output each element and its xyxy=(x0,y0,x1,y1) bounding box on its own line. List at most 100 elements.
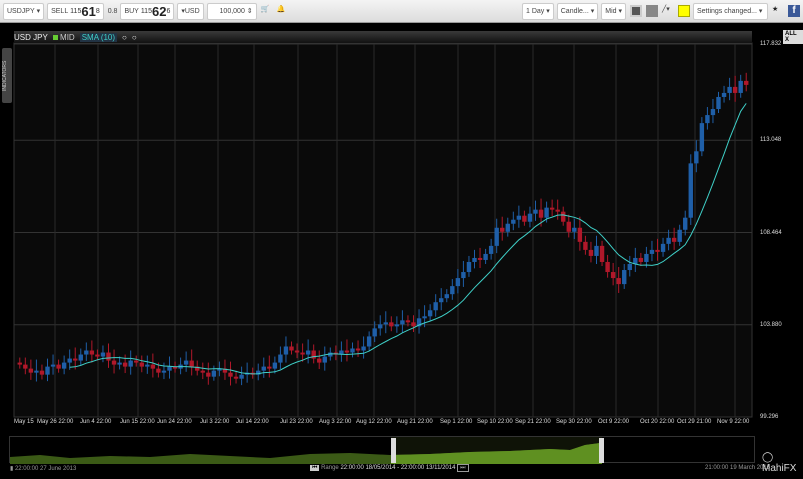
currency-select[interactable]: ▾ USD xyxy=(177,2,204,20)
sell-label: SELL xyxy=(51,7,69,15)
candle xyxy=(572,227,577,232)
facebook-icon[interactable]: f xyxy=(788,5,800,17)
candle xyxy=(350,348,355,353)
x-tick-label: Oct 29 21:00 xyxy=(677,419,712,425)
candle xyxy=(705,115,710,124)
amount-input[interactable]: 100,000 ⇕ xyxy=(206,2,257,20)
candle xyxy=(45,366,50,375)
candle xyxy=(344,350,350,353)
cart-icon[interactable]: 🛒 xyxy=(260,6,270,13)
layout-icon[interactable] xyxy=(630,5,642,17)
candle xyxy=(89,350,95,355)
candle xyxy=(117,362,122,365)
spread: 0.8 xyxy=(107,7,118,15)
candle xyxy=(378,324,383,329)
candle xyxy=(289,346,294,351)
x-tick-label: Jul 23 22:00 xyxy=(280,419,313,425)
all-close-button[interactable]: ALL X xyxy=(783,30,803,44)
x-tick-label: Jun 24 22:00 xyxy=(157,419,192,425)
y-tick-label: 108.464 xyxy=(760,229,782,236)
x-tick-label: Oct 9 22:00 xyxy=(598,419,630,425)
navigator-area xyxy=(10,437,604,464)
candle xyxy=(444,294,449,299)
candle xyxy=(172,366,178,369)
range-start-button[interactable]: ⏮ xyxy=(310,465,320,471)
range-handle-left[interactable] xyxy=(391,438,396,463)
range-label: Range xyxy=(321,465,339,471)
draw-line-icon[interactable]: ╱▾ xyxy=(662,6,670,13)
candle xyxy=(616,278,621,285)
candle xyxy=(599,245,605,262)
candle xyxy=(422,316,427,319)
symbol-select[interactable]: USDJPY ▾ xyxy=(3,2,45,20)
candle xyxy=(217,368,222,371)
sell-button[interactable]: SELL 115 61 8 xyxy=(47,2,104,20)
candle xyxy=(533,209,538,214)
candle xyxy=(61,362,67,369)
candle xyxy=(322,356,327,363)
amount-value: 100,000 xyxy=(219,7,245,15)
buy-button[interactable]: BUY 115 62 6 xyxy=(120,2,175,20)
sell-pip: 8 xyxy=(95,7,100,15)
buy-label: BUY xyxy=(124,7,139,15)
alert-bell-icon[interactable]: 🔔 xyxy=(276,6,286,13)
candle xyxy=(655,249,660,252)
candle xyxy=(583,241,588,250)
mahifx-logo: ◯ MahiFX xyxy=(762,452,797,474)
candle xyxy=(472,257,477,262)
candle xyxy=(50,364,56,367)
range-end-button[interactable]: ⏭ xyxy=(457,464,469,472)
x-tick-label: Aug 3 22:00 xyxy=(319,419,352,425)
candle xyxy=(477,257,483,260)
candle xyxy=(239,374,244,379)
navigator[interactable] xyxy=(9,436,755,464)
candle xyxy=(466,261,472,273)
sma-label[interactable]: SMA (10) xyxy=(79,32,118,42)
candle xyxy=(272,362,278,369)
candle xyxy=(294,350,300,353)
chart-type-select[interactable]: Candle... ▾ xyxy=(556,2,599,20)
candle xyxy=(738,80,743,93)
y-tick-label: 99.296 xyxy=(760,414,779,420)
grid-icon[interactable] xyxy=(646,5,658,17)
candle xyxy=(389,322,394,327)
star-icon[interactable]: ★ xyxy=(772,6,779,13)
candle xyxy=(561,211,566,222)
candle xyxy=(455,278,461,287)
candle xyxy=(161,370,167,373)
candle xyxy=(694,151,699,164)
candle xyxy=(555,209,560,212)
candle xyxy=(78,354,83,361)
x-tick-label: May 26 22:00 xyxy=(37,419,74,425)
candle xyxy=(128,360,133,367)
remove-circle-icon[interactable]: ○ xyxy=(131,32,137,42)
price-type-select[interactable]: Mid ▾ xyxy=(601,2,626,20)
y-tick-label: 113.048 xyxy=(760,137,782,144)
sma-line xyxy=(69,103,747,375)
candle xyxy=(566,221,571,232)
settings-select[interactable]: Settings changed... ▾ xyxy=(693,2,768,20)
candle xyxy=(222,368,228,373)
candle xyxy=(355,348,361,351)
candle xyxy=(206,372,211,377)
candle xyxy=(156,368,161,373)
nav-start: ▮ 22:00:00 27 June 2013 xyxy=(10,466,77,472)
color-swatch-icon[interactable] xyxy=(678,5,690,17)
candle xyxy=(660,243,666,252)
candle xyxy=(100,352,106,357)
range-handle-right[interactable] xyxy=(599,438,604,463)
timeframe-select[interactable]: 1 Day ▾ xyxy=(521,2,554,20)
chart-type-value: Candle... xyxy=(560,7,589,15)
settings-circle-icon[interactable]: ○ xyxy=(122,32,127,42)
x-tick-label: Sep 10 22:00 xyxy=(477,419,513,425)
candle xyxy=(339,350,344,355)
range-display: ⏮ Range 22:00:00 18/05/2014 - 22:00:00 1… xyxy=(310,464,469,472)
x-tick-label: Jul 3 22:00 xyxy=(200,419,230,425)
indicators-tab[interactable]: INDICATORS xyxy=(2,48,12,103)
timeframe-value: 1 Day xyxy=(525,7,545,15)
candle xyxy=(610,272,616,279)
candle xyxy=(372,328,377,337)
candle xyxy=(145,364,150,367)
candle xyxy=(111,360,117,365)
